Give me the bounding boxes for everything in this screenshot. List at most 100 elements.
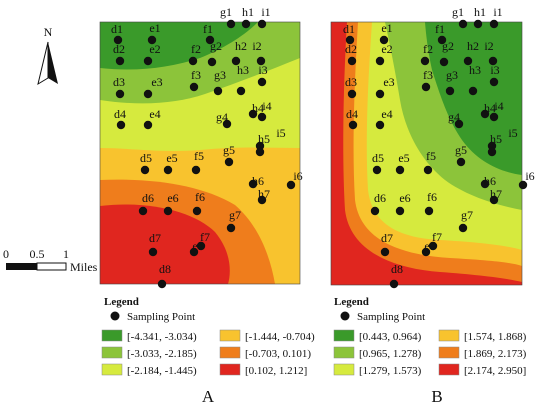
sampling-point-label-d1-a: d1 <box>111 22 123 36</box>
legend-b-class-label-4: [1.869, 2.173) <box>464 348 527 360</box>
sampling-point-label-d4-a: d4 <box>114 107 126 121</box>
sampling-point-e1-b <box>379 35 389 45</box>
sampling-point-label-g5-b: g5 <box>455 143 467 157</box>
legend-a-swatch-4 <box>219 346 241 359</box>
sampling-point-d6-a <box>138 206 148 216</box>
sampling-point-e2-a <box>143 56 153 66</box>
scale-tick-0: 0 <box>3 247 9 261</box>
sampling-point-label-g5-a: g5 <box>223 143 235 157</box>
legend-a-point-symbol <box>110 311 120 321</box>
sampling-point-h7-b <box>489 195 499 205</box>
sampling-point-f7-b <box>428 241 438 251</box>
legend-b-class-label-5: [2.174, 2.950] <box>464 365 526 377</box>
north-letter: N <box>44 25 53 39</box>
sampling-point-label-f1-b: f1 <box>435 22 445 36</box>
sampling-point-label-f2-b: f2 <box>423 42 433 56</box>
sampling-point-h4-b <box>480 109 490 119</box>
sampling-point-label-h2-a: h2 <box>235 39 247 53</box>
sampling-point-label-e6-b: e6 <box>399 191 410 205</box>
scale-tick-2: 1 <box>63 247 69 261</box>
sampling-point-label-e5-b: e5 <box>398 151 409 165</box>
sampling-point-i1-a <box>257 19 267 29</box>
legend-a-swatch-1 <box>101 346 123 359</box>
sampling-points-b: d1 e1 f1 g1 h1 i1 d2 e2 f2 g2 h2 i2 d3 e3 f3 g3 h3 i3 d4 e4… <box>343 5 535 289</box>
sampling-point-label-e2-a: e2 <box>149 42 160 56</box>
sampling-point-i6-b <box>518 180 528 190</box>
legend-b-swatch-5 <box>438 363 460 376</box>
sampling-point-label-d2-b: d2 <box>345 42 357 56</box>
sampling-point-f1-a <box>205 35 215 45</box>
sampling-point-d5-a <box>140 165 150 175</box>
sampling-point-label-f6-a: f6 <box>195 190 205 204</box>
sampling-point-label-g3-a: g3 <box>214 68 226 82</box>
sampling-point-f2-a <box>188 56 198 66</box>
sampling-point-g7-a <box>226 223 236 233</box>
sampling-point-h6-a <box>248 179 258 189</box>
sampling-point-f5-a <box>191 165 201 175</box>
sampling-point-f6-b <box>424 206 434 216</box>
sampling-point-e7-a <box>189 247 199 257</box>
sampling-point-h1-b <box>473 19 483 29</box>
scale-tick-1: 0.5 <box>30 247 45 261</box>
sampling-point-d2-b <box>347 56 357 66</box>
sampling-point-label-f7-b: f7 <box>432 230 442 244</box>
sampling-point-g1-b <box>458 19 468 29</box>
scale-unit: Miles <box>70 260 98 274</box>
sampling-point-h5-a <box>255 147 265 157</box>
sampling-point-label-e3-a: e3 <box>151 75 162 89</box>
sampling-point-label-h6-b: h6 <box>484 174 496 188</box>
sampling-point-label-h7-b: h7 <box>490 187 502 201</box>
sampling-point-label-d8-b: d8 <box>391 262 403 276</box>
sampling-point-label-g4-b: g4 <box>448 110 460 124</box>
sampling-point-f6-a <box>192 206 202 216</box>
sampling-point-label-i3-b: i3 <box>490 63 499 77</box>
sampling-point-d7-b <box>380 247 390 257</box>
sampling-point-e3-a <box>143 89 153 99</box>
sampling-point-g2-a <box>207 57 217 67</box>
sampling-point-label-f2-a: f2 <box>191 42 201 56</box>
sampling-point-label-g1-b: g1 <box>452 5 464 19</box>
sampling-point-label-i6-b: i6 <box>525 169 534 183</box>
sampling-point-i3-a <box>257 77 267 87</box>
legend-b-swatch-3 <box>438 329 460 342</box>
sampling-point-label-i3-a: i3 <box>258 63 267 77</box>
sampling-point-label-d6-a: d6 <box>142 191 154 205</box>
sampling-point-i1-b <box>489 19 499 29</box>
legend-a-swatch-0 <box>101 329 123 342</box>
legend-a-class-label-1: [-3.033, -2.185) <box>127 348 197 360</box>
sampling-point-label-f5-a: f5 <box>194 149 204 163</box>
sampling-point-f7-a <box>196 241 206 251</box>
sampling-point-label-h3-a: h3 <box>237 63 249 77</box>
legend-a-class-label-3: [-1.444, -0.704) <box>245 331 315 343</box>
north-arrow: N <box>37 25 58 86</box>
zone-b-darkgreen <box>425 22 522 175</box>
zone-a-darkgreen <box>100 22 258 70</box>
sampling-point-d8-b <box>389 279 399 289</box>
zone-b-yellow <box>331 22 522 285</box>
sampling-point-e5-a <box>163 165 173 175</box>
legend-a-point-label: Sampling Point <box>127 311 195 323</box>
sampling-point-h5-b <box>487 147 497 157</box>
sampling-point-label-f5-b: f5 <box>426 149 436 163</box>
legend-b-class-label-0: [0.443, 0.964) <box>359 331 422 343</box>
sampling-point-d8-a <box>157 279 167 289</box>
sampling-point-label-d2-a: d2 <box>113 42 125 56</box>
sampling-point-d7-a <box>148 247 158 257</box>
sampling-point-i5-a <box>255 141 265 151</box>
sampling-point-label-d6-b: d6 <box>374 191 386 205</box>
legend-b-swatch-4 <box>438 346 460 359</box>
sampling-point-i2-b <box>488 56 498 66</box>
sampling-point-e4-b <box>375 120 385 130</box>
sampling-point-label-h7-a: h7 <box>258 187 270 201</box>
scale-bar: 0 0.5 1 Miles <box>3 247 98 274</box>
sampling-point-g4-a <box>222 119 232 129</box>
zone-b-red <box>331 22 522 285</box>
sampling-point-g1-a <box>226 19 236 29</box>
sampling-point-f3-b <box>421 82 431 92</box>
sampling-point-d2-a <box>115 56 125 66</box>
zone-a-red <box>100 204 230 284</box>
map-panel-a <box>99 21 301 285</box>
legend-a-class-label-5: [0.102, 1.212] <box>245 365 307 377</box>
legend-b-class-label-2: [1.279, 1.573) <box>359 365 422 377</box>
sampling-point-label-e1-a: e1 <box>149 21 160 35</box>
